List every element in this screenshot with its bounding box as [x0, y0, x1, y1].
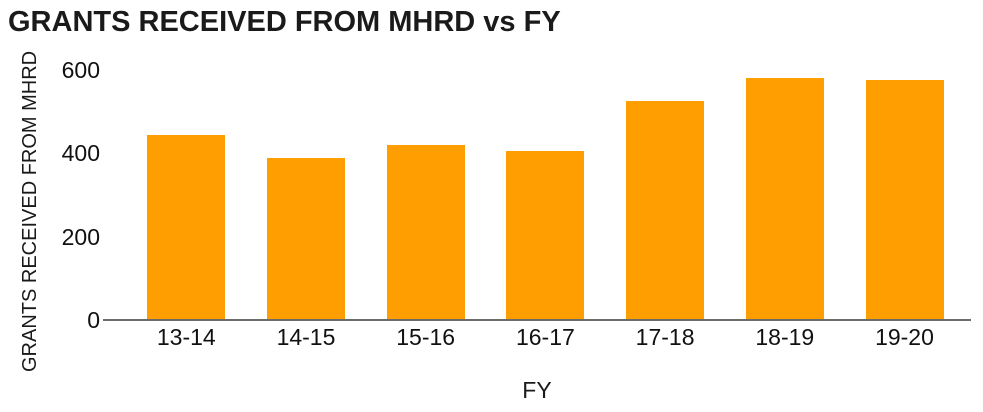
x-tick-label-13-14: 13-14 [156, 324, 216, 350]
x-tick-label-14-15: 14-15 [276, 324, 336, 350]
bar-19-20[interactable] [865, 80, 944, 320]
x-tick-label-15-16: 15-16 [396, 324, 456, 350]
y-tick-label-400: 400 [61, 140, 100, 167]
x-tick-label-19-20: 19-20 [875, 324, 934, 350]
x-tick-label-17-18: 17-18 [635, 324, 695, 350]
y-tick-label-200: 200 [61, 223, 100, 250]
bar-15-16[interactable] [386, 145, 465, 320]
bar-18-19[interactable] [745, 78, 824, 320]
x-tick-label-16-17: 16-17 [515, 324, 575, 350]
y-tick-label-0: 0 [87, 307, 100, 333]
bar-14-15[interactable] [267, 157, 345, 320]
bar-16-17[interactable] [506, 151, 585, 320]
x-axis-line [103, 319, 971, 321]
bar-17-18[interactable] [626, 101, 705, 320]
x-tick-label-18-19: 18-19 [755, 324, 815, 350]
y-tick-label-600: 600 [61, 57, 100, 83]
bar-13-14[interactable] [147, 134, 226, 320]
chart-title: GRANTS RECEIVED FROM MHRD vs FY [8, 6, 561, 38]
x-axis-title: FY [522, 377, 552, 403]
